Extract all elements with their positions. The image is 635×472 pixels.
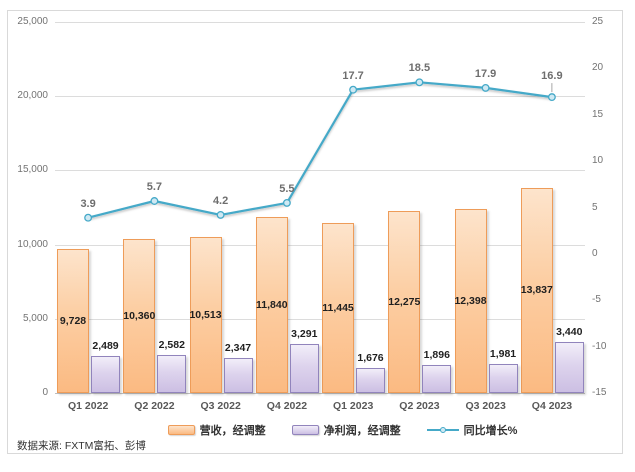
legend-line-marker-icon xyxy=(439,427,446,433)
revenue-bar xyxy=(322,223,354,393)
gridline xyxy=(55,22,585,23)
net-profit-bar xyxy=(356,368,385,393)
x-axis-category-label: Q1 2023 xyxy=(333,400,374,412)
revenue-bar-value-label: 11,840 xyxy=(256,299,288,312)
revenue-bar xyxy=(189,237,222,393)
legend: 营收，经调整 净利润，经调整 同比增长% xyxy=(50,422,635,438)
revenue-bar xyxy=(123,239,156,393)
net-profit-bar-value-label: 1,896 xyxy=(423,348,450,361)
source-note: 数据来源: FXTM富拓、彭博 xyxy=(17,440,146,452)
x-axis-category-label: Q2 2023 xyxy=(399,400,440,412)
legend-bar-swatch-icon xyxy=(291,425,319,435)
net-profit-bar xyxy=(554,342,584,393)
net-profit-bar-value-label: 2,582 xyxy=(158,338,185,351)
right-axis-tick-label: 5 xyxy=(592,201,598,213)
right-axis-tick-label: 15 xyxy=(592,108,604,120)
right-axis-tick-label: 10 xyxy=(592,155,604,167)
yoy-growth-value-label: 17.9 xyxy=(474,67,497,80)
legend-item-net-profit: 净利润，经调整 xyxy=(291,422,401,438)
x-axis-category-label: Q4 2022 xyxy=(266,400,308,412)
revenue-bar xyxy=(388,210,421,393)
net-profit-bar-value-label: 3,440 xyxy=(556,326,583,338)
yoy-growth-value-label: 5.5 xyxy=(279,182,295,195)
yoy-growth-value-label: 18.5 xyxy=(408,62,431,75)
yoy-growth-value-label: 16.9 xyxy=(541,70,563,83)
revenue-bar-value-label: 10,513 xyxy=(189,309,222,321)
net-profit-bar-value-label: 1,676 xyxy=(357,352,384,365)
legend-label: 营收，经调整 xyxy=(199,425,266,437)
revenue-bar xyxy=(255,217,288,393)
yoy-growth-value-label: 5.7 xyxy=(146,181,163,193)
left-axis-tick-label: 10,000 xyxy=(17,238,48,250)
net-profit-bar-value-label: 2,489 xyxy=(92,340,119,353)
legend-label: 同比增长% xyxy=(463,425,518,437)
right-axis-tick-label: 0 xyxy=(592,247,598,259)
legend-item-revenue: 营收，经调整 xyxy=(167,422,266,438)
x-axis-category-label: Q4 2023 xyxy=(531,400,573,412)
revenue-bar xyxy=(454,209,487,393)
net-profit-bar xyxy=(289,344,319,393)
right-axis-tick-label: -10 xyxy=(592,340,607,352)
net-profit-bar xyxy=(157,354,187,393)
left-axis-tick-label: 15,000 xyxy=(17,164,48,176)
legend-label: 净利润，经调整 xyxy=(323,425,401,437)
net-profit-bar xyxy=(223,358,253,393)
net-profit-bar xyxy=(488,363,518,393)
revenue-bar-value-label: 9,728 xyxy=(59,314,87,327)
revenue-bar-value-label: 12,398 xyxy=(454,295,487,307)
x-axis-category-label: Q1 2022 xyxy=(68,400,109,412)
net-profit-bar-value-label: 1,981 xyxy=(489,347,517,360)
right-axis-tick-label: -15 xyxy=(592,387,607,398)
x-axis-category-label: Q3 2023 xyxy=(465,400,506,412)
right-axis-tick-label: 20 xyxy=(592,62,604,74)
right-axis-tick-label: 25 xyxy=(592,16,604,27)
left-axis-tick-label: 20,000 xyxy=(17,90,48,102)
x-axis-line xyxy=(55,393,585,394)
net-profit-bar-value-label: 3,291 xyxy=(291,328,318,341)
left-axis-tick-label: 25,000 xyxy=(17,16,48,27)
yoy-growth-value-label: 3.9 xyxy=(80,197,96,210)
yoy-growth-value-label: 17.7 xyxy=(342,69,364,82)
gridline xyxy=(55,96,585,98)
gridline xyxy=(55,170,585,172)
gridline xyxy=(55,318,585,320)
revenue-bar-value-label: 13,837 xyxy=(520,284,553,297)
x-axis-category-label: Q2 2022 xyxy=(134,400,175,412)
yoy-growth-value-label: 4.2 xyxy=(212,194,229,207)
x-axis-category-label: Q3 2022 xyxy=(200,400,241,412)
revenue-bar xyxy=(57,248,89,393)
revenue-bar-value-label: 12,275 xyxy=(388,295,421,308)
net-profit-bar-value-label: 2,347 xyxy=(224,342,252,355)
legend-item-yoy-growth: 同比增长% xyxy=(426,422,518,438)
net-profit-bar xyxy=(422,364,452,393)
revenue-bar-value-label: 10,360 xyxy=(123,310,156,323)
gridline xyxy=(55,244,585,246)
net-profit-bar xyxy=(91,356,120,393)
right-axis-tick-label: -5 xyxy=(592,294,601,306)
legend-bar-swatch-icon xyxy=(167,425,195,435)
left-axis-tick-label: 0 xyxy=(42,387,48,398)
revenue-bar-value-label: 11,445 xyxy=(322,302,354,315)
left-axis-tick-label: 5,000 xyxy=(22,312,48,324)
legend-line-swatch-icon xyxy=(426,425,459,435)
revenue-bar xyxy=(520,187,553,393)
